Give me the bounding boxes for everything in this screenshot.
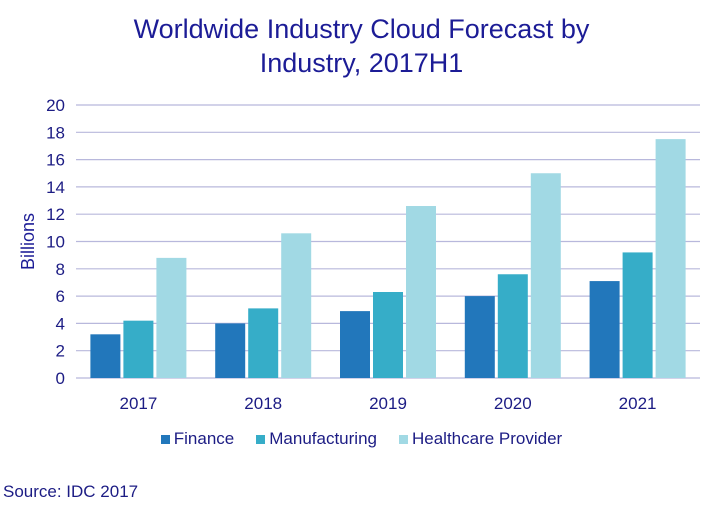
bar-healthcare-provider-2017 [156, 257, 187, 378]
bar-manufacturing-2018 [248, 308, 279, 378]
bar-finance-2021 [589, 281, 620, 378]
bar-manufacturing-2017 [123, 320, 154, 378]
y-tick-label: 12 [46, 205, 65, 224]
bar-manufacturing-2019 [373, 292, 403, 378]
chart-title: Worldwide Industry Cloud Forecast by Ind… [0, 12, 723, 80]
y-tick-label: 10 [46, 233, 65, 252]
legend-item: Finance [160, 429, 235, 449]
y-tick-label: 14 [46, 178, 65, 197]
bar-healthcare-provider-2020 [530, 173, 561, 378]
y-tick-label: 16 [46, 151, 65, 170]
legend-swatch [256, 434, 266, 444]
bar-manufacturing-2020 [497, 274, 528, 378]
legend-item: Manufacturing [256, 429, 377, 449]
y-tick-label: 8 [56, 260, 65, 279]
bar-manufacturing-2021 [622, 252, 653, 378]
y-tick-label: 6 [56, 287, 65, 306]
bar-finance-2019 [340, 311, 370, 378]
legend-label: Finance [173, 429, 235, 448]
x-tick-label: 2019 [369, 394, 407, 413]
legend-item: Healthcare Provider [398, 429, 563, 449]
x-tick-label: 2017 [119, 394, 157, 413]
y-tick-label: 2 [56, 342, 65, 361]
y-tick-label: 4 [56, 314, 65, 333]
bar-healthcare-provider-2021 [655, 139, 686, 378]
x-tick-label: 2021 [619, 394, 657, 413]
x-tick-label: 2018 [244, 394, 282, 413]
chart-title-line-2: Industry, 2017H1 [259, 48, 464, 78]
chart-title-line-1: Worldwide Industry Cloud Forecast by [133, 14, 590, 44]
source-note: Source: IDC 2017 [3, 482, 139, 501]
legend-label: Manufacturing [269, 429, 377, 448]
bar-finance-2017 [90, 334, 121, 378]
y-tick-label: 20 [46, 96, 65, 115]
bar-healthcare-provider-2019 [406, 206, 436, 378]
y-tick-label: 0 [56, 369, 65, 388]
bar-finance-2018 [215, 323, 246, 378]
legend: Finance Manufacturing Healthcare Provider [0, 429, 723, 449]
legend-swatch [160, 434, 170, 444]
bar-finance-2020 [464, 296, 495, 378]
bar-healthcare-provider-2018 [281, 233, 312, 378]
y-tick-label: 18 [46, 123, 65, 142]
legend-label: Healthcare Provider [411, 429, 563, 448]
y-axis-label: Billions [18, 213, 38, 270]
x-tick-label: 2020 [494, 394, 532, 413]
legend-swatch [398, 434, 408, 444]
